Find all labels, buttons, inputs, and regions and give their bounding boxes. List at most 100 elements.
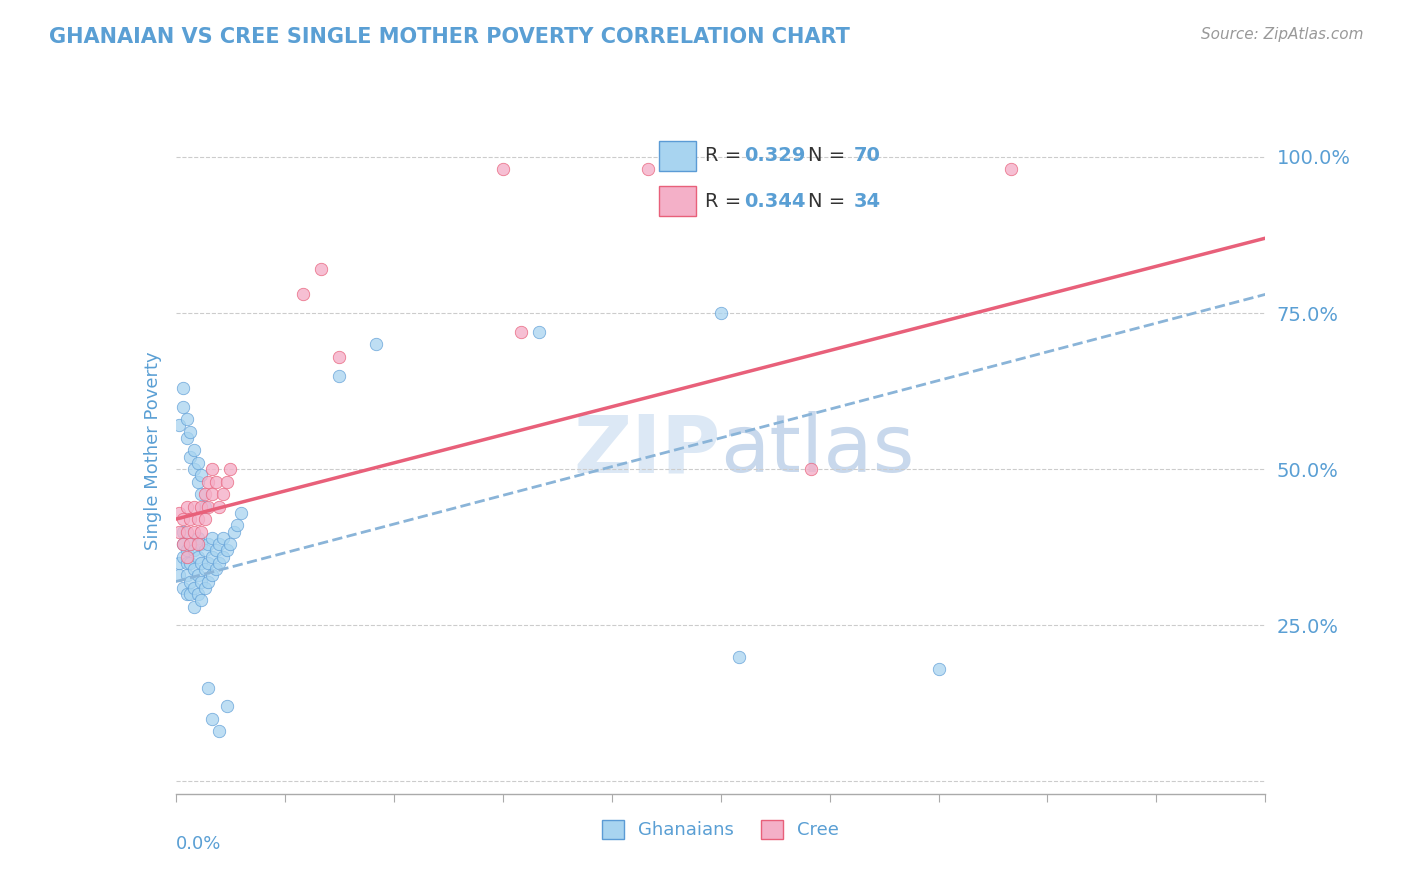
Point	[194, 581, 217, 595]
Point	[208, 537, 231, 551]
Point	[176, 412, 198, 426]
Text: Source: ZipAtlas.com: Source: ZipAtlas.com	[1201, 27, 1364, 42]
Point	[186, 512, 209, 526]
Point	[179, 537, 201, 551]
Point	[201, 531, 224, 545]
Point	[291, 287, 314, 301]
Point	[172, 581, 194, 595]
Y-axis label: Single Mother Poverty: Single Mother Poverty	[143, 351, 162, 549]
Point	[215, 543, 238, 558]
Point	[190, 574, 212, 589]
Point	[176, 543, 198, 558]
Point	[215, 699, 238, 714]
Point	[219, 462, 242, 476]
Point	[364, 337, 387, 351]
Point	[710, 306, 733, 320]
Text: 0.0%: 0.0%	[176, 835, 221, 853]
Point	[197, 574, 219, 589]
Point	[212, 531, 235, 545]
Point	[197, 537, 219, 551]
Point	[186, 587, 209, 601]
Point	[186, 456, 209, 470]
Point	[183, 443, 205, 458]
Point	[201, 712, 224, 726]
Point	[176, 431, 198, 445]
Point	[186, 568, 209, 582]
Point	[172, 537, 194, 551]
Point	[179, 574, 201, 589]
Point	[328, 350, 350, 364]
Point	[201, 568, 224, 582]
Point	[179, 537, 201, 551]
Point	[194, 500, 217, 514]
Point	[176, 549, 198, 564]
Point	[183, 500, 205, 514]
Point	[492, 162, 515, 177]
Point	[179, 512, 201, 526]
Point	[197, 475, 219, 489]
Point	[201, 462, 224, 476]
Point	[215, 475, 238, 489]
Point	[186, 475, 209, 489]
Point	[201, 549, 224, 564]
Point	[183, 581, 205, 595]
Point	[637, 162, 659, 177]
Point	[179, 556, 201, 570]
Point	[190, 500, 212, 514]
Point	[176, 524, 198, 539]
Text: atlas: atlas	[721, 411, 915, 490]
Point	[219, 537, 242, 551]
Point	[509, 325, 531, 339]
Point	[800, 462, 823, 476]
Point	[176, 556, 198, 570]
Point	[194, 487, 217, 501]
Point	[190, 537, 212, 551]
Point	[212, 549, 235, 564]
Point	[190, 487, 212, 501]
Point	[172, 381, 194, 395]
Text: GHANAIAN VS CREE SINGLE MOTHER POVERTY CORRELATION CHART: GHANAIAN VS CREE SINGLE MOTHER POVERTY C…	[49, 27, 851, 46]
Point	[190, 524, 212, 539]
Point	[727, 649, 749, 664]
Point	[204, 562, 226, 576]
Point	[208, 556, 231, 570]
Point	[190, 593, 212, 607]
Point	[527, 325, 550, 339]
Point	[172, 549, 194, 564]
Legend: Ghanaians, Cree: Ghanaians, Cree	[595, 813, 846, 847]
Point	[183, 543, 205, 558]
Point	[309, 262, 332, 277]
Point	[169, 418, 191, 433]
Point	[197, 681, 219, 695]
Point	[194, 543, 217, 558]
Point	[201, 487, 224, 501]
Point	[204, 475, 226, 489]
Point	[186, 531, 209, 545]
Point	[226, 518, 249, 533]
Point	[172, 512, 194, 526]
Point	[172, 524, 194, 539]
Point	[179, 425, 201, 439]
Point	[190, 556, 212, 570]
Point	[212, 487, 235, 501]
Point	[183, 462, 205, 476]
Point	[328, 368, 350, 383]
Point	[186, 537, 209, 551]
Point	[190, 468, 212, 483]
Point	[172, 400, 194, 414]
Point	[169, 506, 191, 520]
Point	[222, 524, 245, 539]
Point	[169, 568, 191, 582]
Text: ZIP: ZIP	[574, 411, 721, 490]
Point	[208, 500, 231, 514]
Point	[197, 556, 219, 570]
Point	[186, 549, 209, 564]
Point	[172, 537, 194, 551]
Point	[208, 724, 231, 739]
Point	[194, 512, 217, 526]
Point	[183, 599, 205, 614]
Point	[204, 543, 226, 558]
Point	[176, 500, 198, 514]
Point	[231, 506, 253, 520]
Point	[1000, 162, 1022, 177]
